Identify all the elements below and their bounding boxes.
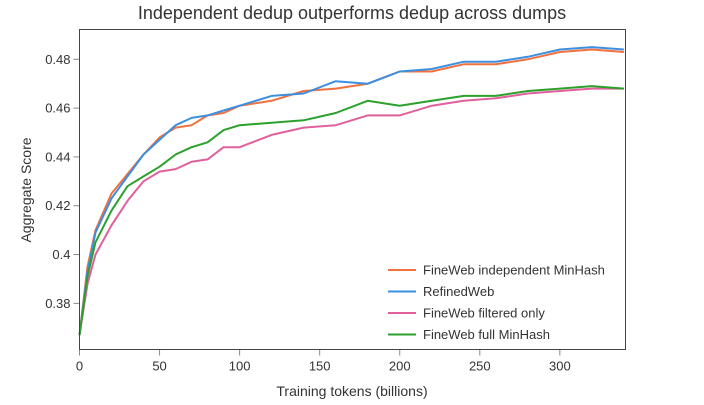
y-tick-label: 0.38 — [45, 296, 70, 311]
y-tick-label: 0.46 — [45, 101, 70, 116]
series-line-2 — [78, 87, 624, 336]
legend-label: FineWeb filtered only — [423, 306, 545, 321]
x-tick-label: 300 — [549, 359, 571, 374]
legend: FineWeb independent MinHash RefinedWeb Fin… — [388, 263, 605, 342]
legend-label: RefinedWeb — [423, 284, 494, 299]
x-tick-label: 200 — [389, 359, 411, 374]
x-tick-label: 150 — [309, 359, 331, 374]
series-line-1 — [78, 46, 624, 336]
x-axis-label: Training tokens (billions) — [276, 383, 427, 399]
x-tick-label: 250 — [469, 359, 491, 374]
x-tick-label: 50 — [152, 359, 166, 374]
chart-title: Independent dedup outperforms dedup acro… — [138, 3, 566, 23]
x-tick-label: 0 — [76, 359, 83, 374]
y-tick-label: 0.44 — [45, 149, 70, 164]
y-tick-label: 0.48 — [45, 52, 70, 67]
y-tick-label: 0.42 — [45, 198, 70, 213]
series-line-0 — [78, 48, 624, 336]
plot-frame — [79, 29, 626, 350]
y-axis-label: Aggregate Score — [18, 137, 34, 242]
legend-label: FineWeb independent MinHash — [423, 263, 605, 278]
legend-label: FineWeb full MinHash — [423, 327, 550, 342]
series-line-3 — [78, 85, 624, 336]
y-tick-label: 0.4 — [52, 247, 70, 262]
x-tick-label: 100 — [229, 359, 251, 374]
